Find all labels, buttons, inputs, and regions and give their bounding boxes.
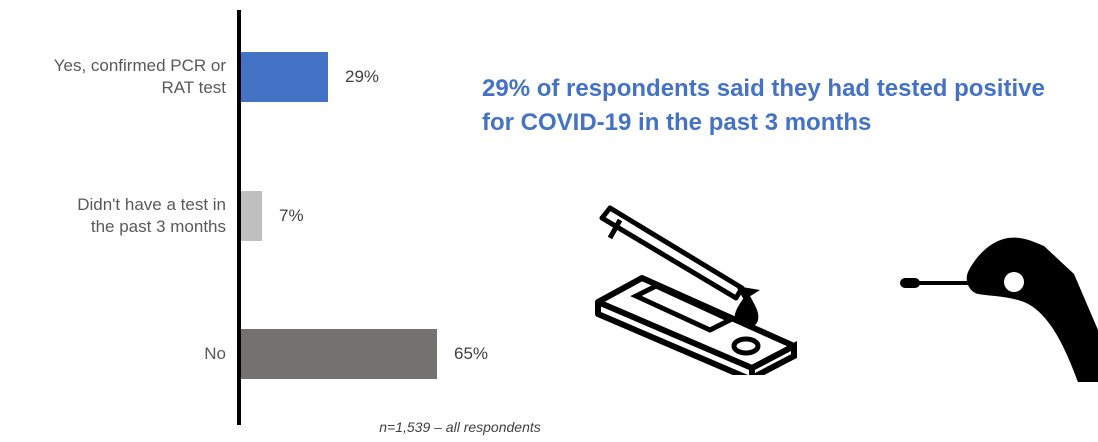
value-label-3: 65% (454, 344, 489, 363)
footnote: n=1,539 – all respondents (379, 419, 541, 435)
category-axis-line (237, 10, 241, 425)
bar-3 (241, 329, 437, 379)
category-label-1: Yes, confirmed PCR or RAT test (0, 55, 226, 99)
hand-holding-swab-icon (900, 237, 1098, 382)
category-label-2: Didn't have a test in the past 3 months (0, 194, 226, 238)
value-label-2: 7% (279, 206, 304, 225)
category-label-3: No (0, 343, 226, 365)
category-label-line: the past 3 months (90, 217, 226, 236)
category-label-line: Yes, confirmed PCR or (53, 56, 226, 75)
dropper-icon (599, 205, 760, 328)
value-label-1: 29% (345, 67, 380, 86)
bar-1 (241, 52, 328, 102)
rapid-antigen-test-kit-icon (595, 205, 797, 375)
category-label-line: No (204, 344, 226, 363)
category-label-line: RAT test (161, 78, 226, 97)
bar-2 (241, 191, 262, 241)
headline: 29% of respondents said they had tested … (482, 75, 1045, 136)
category-label-line: Didn't have a test in (77, 195, 226, 214)
